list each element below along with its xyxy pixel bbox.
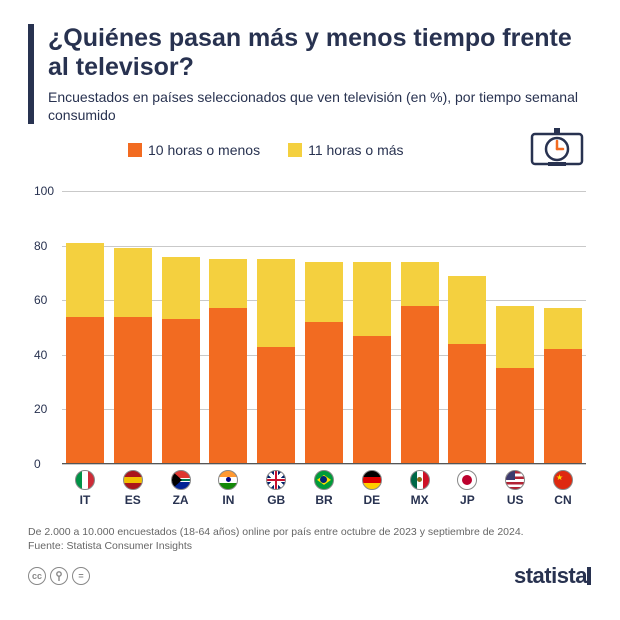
bar-seg-more — [401, 262, 439, 306]
bar-seg-less — [401, 306, 439, 464]
x-label-JP: JP — [448, 470, 486, 507]
bar-seg-more — [66, 243, 104, 317]
legend: 10 horas o menos 11 horas o más — [28, 142, 592, 158]
bar-seg-more — [353, 262, 391, 336]
bar-BR — [305, 262, 343, 464]
bar-IN — [209, 259, 247, 464]
flag-icon — [410, 470, 430, 490]
legend-swatch-more — [288, 143, 302, 157]
x-tick-label: JP — [460, 493, 475, 507]
flag-icon: ★ — [553, 470, 573, 490]
bar-seg-less — [257, 347, 295, 464]
bar-US — [496, 306, 534, 464]
x-label-CN: ★ CN — [544, 470, 582, 507]
bar-seg-more — [544, 308, 582, 349]
bar-ES — [114, 248, 152, 463]
footnote: De 2.000 a 10.000 encuestados (18-64 año… — [28, 525, 592, 553]
x-label-BR: BR — [305, 470, 343, 507]
flag-icon — [362, 470, 382, 490]
legend-swatch-less — [128, 143, 142, 157]
bar-ZA — [162, 257, 200, 464]
x-tick-label: ES — [125, 493, 141, 507]
x-tick-label: IN — [222, 493, 234, 507]
x-label-US: US — [496, 470, 534, 507]
bar-JP — [448, 276, 486, 464]
y-tick-label: 40 — [34, 348, 47, 362]
bar-seg-less — [114, 317, 152, 464]
x-label-IN: IN — [209, 470, 247, 507]
bar-seg-less — [353, 336, 391, 464]
bar-seg-more — [257, 259, 295, 346]
bar-seg-more — [209, 259, 247, 308]
flag-icon — [171, 470, 191, 490]
x-tick-label: MX — [411, 493, 429, 507]
bar-seg-more — [305, 262, 343, 322]
flag-icon — [314, 470, 334, 490]
x-label-MX: MX — [401, 470, 439, 507]
x-label-DE: DE — [353, 470, 391, 507]
y-tick-label: 20 — [34, 402, 47, 416]
flag-icon — [218, 470, 238, 490]
grid-line — [62, 464, 586, 465]
flag-icon — [505, 470, 525, 490]
bar-IT — [66, 243, 104, 464]
brand-logo: statista — [514, 563, 592, 589]
bar-seg-less — [162, 319, 200, 464]
x-tick-label: IT — [80, 493, 91, 507]
x-label-GB: GB — [257, 470, 295, 507]
license-icons: cc = — [28, 567, 90, 585]
x-label-IT: IT — [66, 470, 104, 507]
x-label-ZA: ZA — [162, 470, 200, 507]
bar-seg-more — [162, 257, 200, 320]
bar-seg-less — [496, 368, 534, 463]
bar-CN — [544, 308, 582, 463]
x-tick-label: GB — [267, 493, 285, 507]
bar-MX — [401, 262, 439, 464]
x-tick-label: DE — [363, 493, 380, 507]
y-tick-label: 100 — [34, 184, 54, 198]
bar-seg-less — [209, 308, 247, 463]
flag-icon — [123, 470, 143, 490]
chart-area: 100806040200 — [62, 164, 586, 464]
bar-seg-less — [544, 349, 582, 464]
flag-icon — [457, 470, 477, 490]
bar-seg-more — [496, 306, 534, 369]
legend-label-more: 11 horas o más — [308, 142, 403, 158]
x-tick-label: ZA — [173, 493, 189, 507]
accent-bar — [28, 24, 34, 124]
bar-seg-less — [448, 344, 486, 464]
x-tick-label: US — [507, 493, 524, 507]
x-tick-label: BR — [315, 493, 332, 507]
bar-DE — [353, 262, 391, 464]
bar-GB — [257, 259, 295, 464]
bar-seg-more — [448, 276, 486, 344]
bar-seg-more — [114, 248, 152, 316]
y-tick-label: 0 — [34, 457, 41, 471]
y-tick-label: 80 — [34, 239, 47, 253]
bar-seg-less — [66, 317, 104, 464]
y-tick-label: 60 — [34, 293, 47, 307]
chart-subtitle: Encuestados en países seleccionados que … — [48, 88, 592, 124]
x-label-ES: ES — [114, 470, 152, 507]
x-tick-label: CN — [554, 493, 571, 507]
chart-title: ¿Quiénes pasan más y menos tiempo frente… — [48, 24, 592, 82]
flag-icon — [75, 470, 95, 490]
legend-label-less: 10 horas o menos — [148, 142, 260, 158]
bar-seg-less — [305, 322, 343, 464]
flag-icon — [266, 470, 286, 490]
